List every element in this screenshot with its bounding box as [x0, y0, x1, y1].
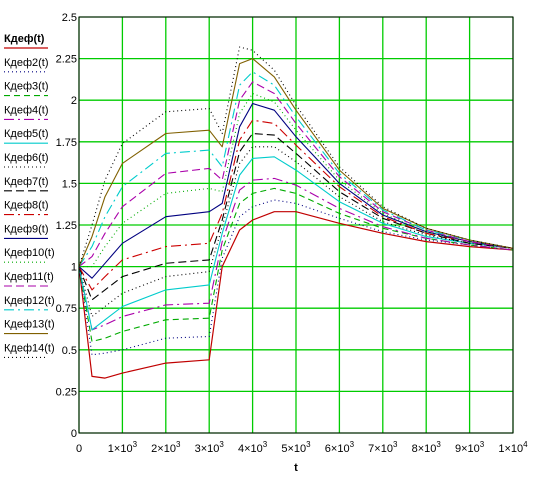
- y-tick-label: 2: [71, 95, 77, 107]
- series-line-13: [78, 58, 514, 267]
- series-line-7: [78, 132, 514, 301]
- x-tick-label: 0: [76, 443, 82, 455]
- legend-label-2: Кдеф2(t): [4, 57, 49, 69]
- y-tick-label: 0.75: [56, 303, 77, 315]
- y-tick-label: 0: [71, 428, 77, 440]
- y-tick-label: 0.5: [62, 345, 77, 357]
- legend-label-1: Кдеф(t): [4, 33, 45, 45]
- x-tick-label: 9×103: [455, 440, 485, 455]
- plot-frame: [78, 16, 514, 434]
- x-tick-label: 8×103: [412, 440, 442, 455]
- legend-label-4: Кдеф4(t): [4, 104, 49, 116]
- x-tick-label: 5×103: [281, 440, 311, 455]
- legend-label-6: Кдеф6(t): [4, 152, 49, 164]
- x-tick-label: 4×103: [238, 440, 268, 455]
- x-tick-label: 6×103: [325, 440, 355, 455]
- legend-label-8: Кдеф8(t): [4, 200, 49, 212]
- y-tick-label: 1.75: [56, 137, 77, 149]
- x-tick-label: 1×103: [108, 440, 138, 455]
- y-tick-label: 2.5: [62, 12, 77, 24]
- grid: [78, 16, 514, 434]
- series-line-9: [78, 102, 514, 279]
- y-tick-label: 1.5: [62, 178, 77, 190]
- series-line-12: [78, 71, 514, 267]
- series-line-1: [78, 211, 514, 379]
- legend-label-10: Кдеф10(t): [4, 247, 55, 259]
- x-tick-labels: 0 1×103 2×103 3×103 4×103 5×103 6×103 7×103 8×10…: [76, 440, 528, 455]
- legend-label-9: Кдеф9(t): [4, 223, 49, 235]
- x-tick-label: 7×103: [368, 440, 398, 455]
- legend-label-13: Кдеф13(t): [4, 319, 55, 331]
- y-tick-label: 2.25: [56, 54, 77, 66]
- axes: [78, 16, 514, 434]
- y-tick-labels: 0 0.25 0.5 0.75 1 1.25 1.5 1.75 2 2.25 2.5: [56, 12, 77, 440]
- y-tick-label: 1.25: [56, 220, 77, 232]
- x-tick-label: 3×103: [195, 440, 225, 455]
- legend-label-5: Кдеф5(t): [4, 128, 49, 140]
- legend-label-7: Кдеф7(t): [4, 176, 49, 188]
- y-tick-label: 1: [71, 262, 77, 274]
- series-layer: [78, 46, 514, 379]
- series-line-4: [78, 177, 514, 331]
- legend-label-11: Кдеф11(t): [4, 271, 54, 283]
- series-line-5: [78, 156, 514, 331]
- x-tick-label: 2×103: [151, 440, 181, 455]
- legend-label-3: Кдеф3(t): [4, 81, 49, 93]
- y-tick-label: 0.25: [56, 386, 77, 398]
- legend: Кдеф(t) Кдеф2(t) Кдеф3(t) Кдеф4(t) Кдеф5(t) К…: [4, 33, 55, 358]
- x-axis-label: t: [294, 462, 298, 474]
- legend-label-12: Кдеф12(t): [4, 295, 55, 307]
- series-line-3: [78, 187, 514, 343]
- x-tick-label: 1×104: [498, 440, 528, 455]
- series-line-11: [78, 81, 514, 268]
- series-line-2: [78, 199, 514, 356]
- legend-label-14: Кдеф14(t): [4, 342, 55, 354]
